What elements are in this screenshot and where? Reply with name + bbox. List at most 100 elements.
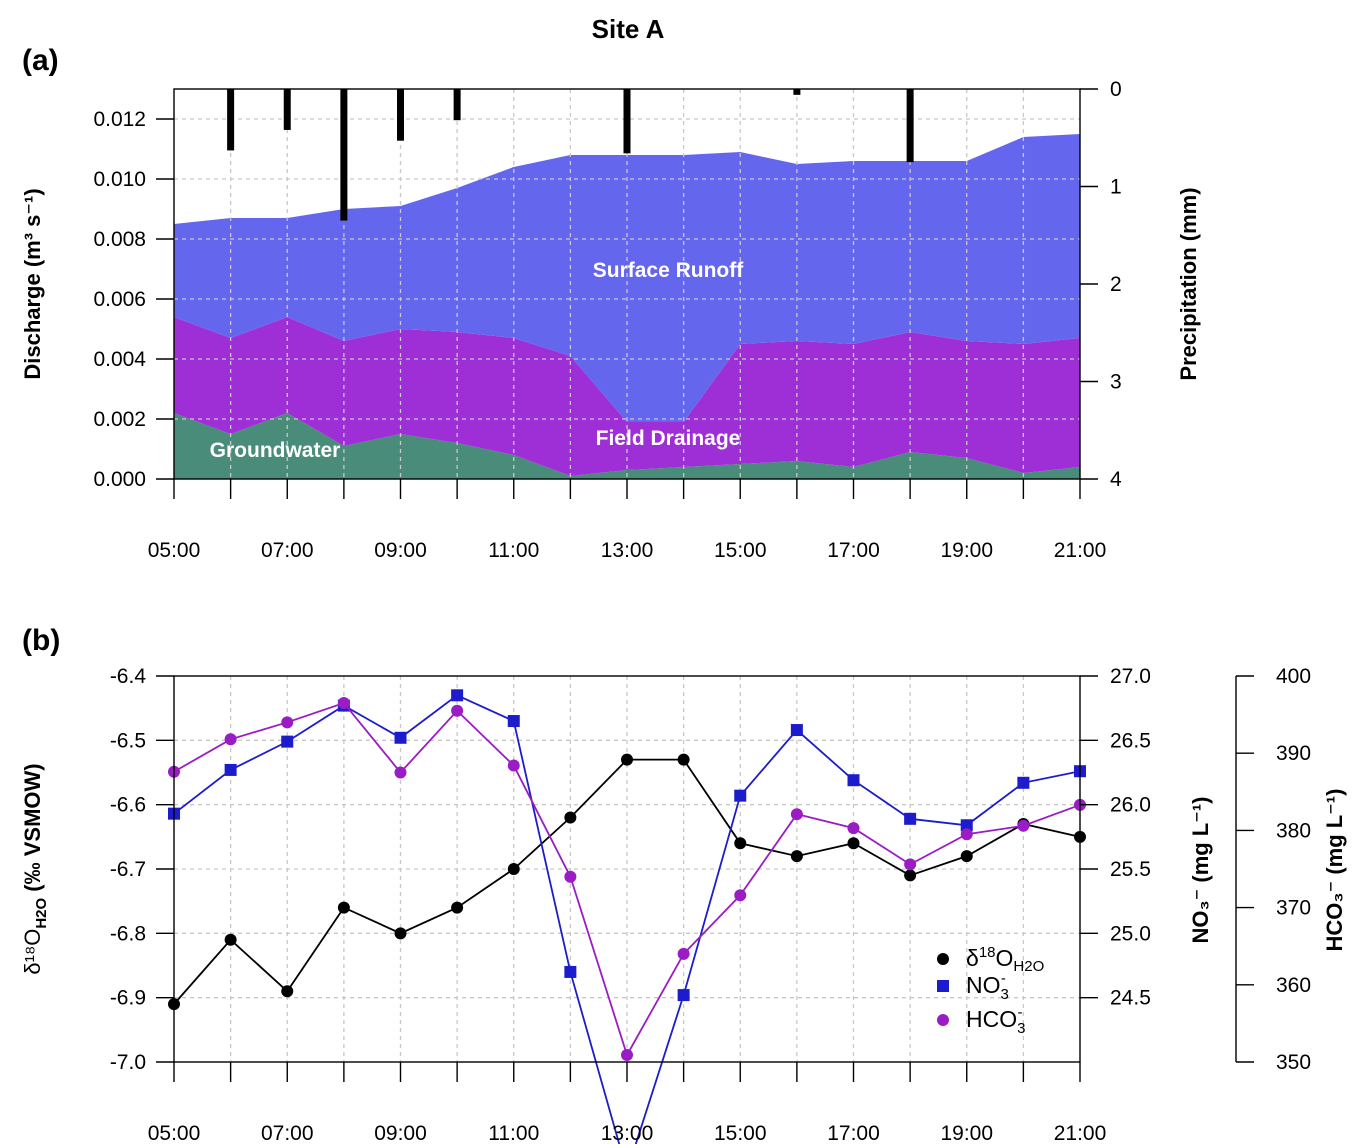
x-tick-label: 05:00 bbox=[148, 539, 201, 562]
data-point bbox=[224, 733, 237, 746]
legend-marker bbox=[937, 980, 949, 992]
series-18o bbox=[168, 753, 1086, 1011]
text-part: 3 bbox=[1001, 986, 1009, 1003]
y2-tick-label: 0 bbox=[1110, 78, 1122, 101]
figure-title: Site A bbox=[592, 14, 665, 44]
text-part: δ¹⁸O bbox=[20, 929, 45, 975]
x-tick-label: 07:00 bbox=[261, 1122, 314, 1144]
data-point bbox=[904, 812, 917, 825]
data-point bbox=[507, 715, 520, 728]
panel-a-label: (a) bbox=[22, 44, 59, 77]
data-point bbox=[677, 989, 690, 1002]
data-point bbox=[621, 753, 633, 766]
data-point bbox=[224, 933, 237, 946]
x-tick-label: 09:00 bbox=[374, 539, 427, 562]
y-tick-label: -6.4 bbox=[110, 665, 147, 688]
y3-tick-label: 380 bbox=[1276, 819, 1311, 842]
x-tick-label: 11:00 bbox=[488, 1122, 539, 1144]
text-part: (‰ VSMOW) bbox=[20, 763, 45, 897]
data-point bbox=[507, 863, 520, 875]
y2-axis-title-no3: NO₃⁻ (mg L⁻¹) bbox=[1188, 796, 1213, 943]
y-axis-title-d18o: δ¹⁸OH2O (‰ VSMOW) bbox=[20, 763, 50, 974]
y-tick-label: -6.7 bbox=[110, 858, 146, 881]
y-tick-label: 0.006 bbox=[93, 288, 146, 311]
y-tick-label: 0.012 bbox=[93, 108, 146, 131]
y-tick-label: -6.5 bbox=[110, 729, 146, 752]
data-point bbox=[451, 689, 464, 702]
y2-tick-label: 27.0 bbox=[1110, 665, 1151, 688]
area-groundwater bbox=[174, 413, 1080, 479]
data-point bbox=[281, 716, 294, 729]
y-tick-label: -7.0 bbox=[110, 1051, 146, 1074]
x-tick-label: 09:00 bbox=[374, 1122, 427, 1144]
y2-tick-label: 4 bbox=[1110, 468, 1122, 491]
text-part: 3 bbox=[1017, 1020, 1025, 1037]
y3-axis-title-hco3: HCO₃⁻ (mg L⁻¹) bbox=[1322, 789, 1347, 952]
panel-b-chemistry-chart: 05:00 07:00 09:00 11:00 13:00 15:00 17:00 19:00… bbox=[20, 665, 1347, 1144]
y2-tick-label: 2 bbox=[1110, 273, 1122, 296]
precipitation-bar bbox=[906, 89, 914, 163]
precipitation-bar bbox=[283, 89, 291, 130]
x-tick-label: 13:00 bbox=[601, 539, 654, 562]
grid-lines bbox=[174, 89, 1080, 479]
data-point bbox=[734, 837, 747, 850]
legend-marker bbox=[937, 953, 949, 965]
data-point bbox=[790, 808, 803, 821]
precipitation-bar bbox=[453, 89, 461, 121]
x-tick-label: 17:00 bbox=[827, 1122, 880, 1144]
data-point bbox=[337, 901, 350, 914]
text-part: H2O bbox=[33, 897, 50, 928]
data-point bbox=[281, 985, 294, 998]
x-tick-label: 17:00 bbox=[827, 539, 880, 562]
y2-tick-label: 1 bbox=[1110, 176, 1122, 199]
text-part: HCO bbox=[966, 1006, 1017, 1032]
data-point bbox=[564, 870, 577, 883]
precipitation-bar bbox=[793, 89, 801, 95]
series-hco3 bbox=[168, 697, 1086, 1062]
y2-tick-label: 26.0 bbox=[1110, 794, 1151, 817]
y2-tick-label: 25.5 bbox=[1110, 858, 1151, 881]
y-tick-label: -6.9 bbox=[110, 987, 146, 1010]
y2-tick-label: 3 bbox=[1110, 371, 1122, 394]
data-point bbox=[790, 724, 803, 737]
legend-label: NO3- bbox=[966, 970, 1009, 1003]
data-point bbox=[960, 819, 973, 832]
area-label-groundwater: Groundwater bbox=[210, 439, 341, 462]
y2-tick-label: 25.0 bbox=[1110, 922, 1151, 945]
text-part: H2O bbox=[1013, 958, 1044, 975]
text-part: O bbox=[996, 945, 1014, 971]
y-tick-label: 0.008 bbox=[93, 228, 146, 251]
panel-a-discharge-chart: Surface Runoff Field Drainage Groundwater 0… bbox=[20, 78, 1201, 562]
area-surface-runoff bbox=[174, 134, 1080, 422]
x-tick-label: 05:00 bbox=[148, 1122, 201, 1144]
y3-tick-label: 370 bbox=[1276, 897, 1311, 920]
area-label-surface-runoff: Surface Runoff bbox=[593, 259, 745, 282]
x-tick-label: 19:00 bbox=[940, 1122, 993, 1144]
x-tick-label: 21:00 bbox=[1054, 539, 1107, 562]
y-tick-label: -6.8 bbox=[110, 922, 146, 945]
data-point bbox=[281, 735, 294, 748]
data-point bbox=[960, 828, 973, 841]
y3-tick-label: 390 bbox=[1276, 742, 1311, 765]
data-point bbox=[224, 763, 237, 776]
data-point bbox=[507, 759, 520, 772]
y2-tick-label: 24.5 bbox=[1110, 987, 1151, 1010]
x-tick-label: 19:00 bbox=[940, 539, 993, 562]
legend-label: HCO3- bbox=[966, 1004, 1025, 1037]
x-tick-label: 15:00 bbox=[714, 539, 767, 562]
data-point bbox=[564, 965, 577, 978]
y-tick-label: 0.004 bbox=[93, 348, 146, 371]
y-tick-label: 0.010 bbox=[93, 168, 146, 191]
data-point bbox=[1017, 819, 1030, 832]
data-point bbox=[847, 774, 860, 787]
y-tick-label: 0.000 bbox=[93, 468, 146, 491]
y2-axis-title-precipitation: Precipitation (mm) bbox=[1176, 187, 1201, 380]
data-point bbox=[621, 1049, 633, 1062]
data-point bbox=[451, 704, 464, 717]
data-point bbox=[847, 837, 860, 850]
data-point bbox=[677, 947, 690, 960]
y3-tick-label: 350 bbox=[1276, 1051, 1311, 1074]
legend-label: δ18OH2O bbox=[966, 944, 1044, 975]
